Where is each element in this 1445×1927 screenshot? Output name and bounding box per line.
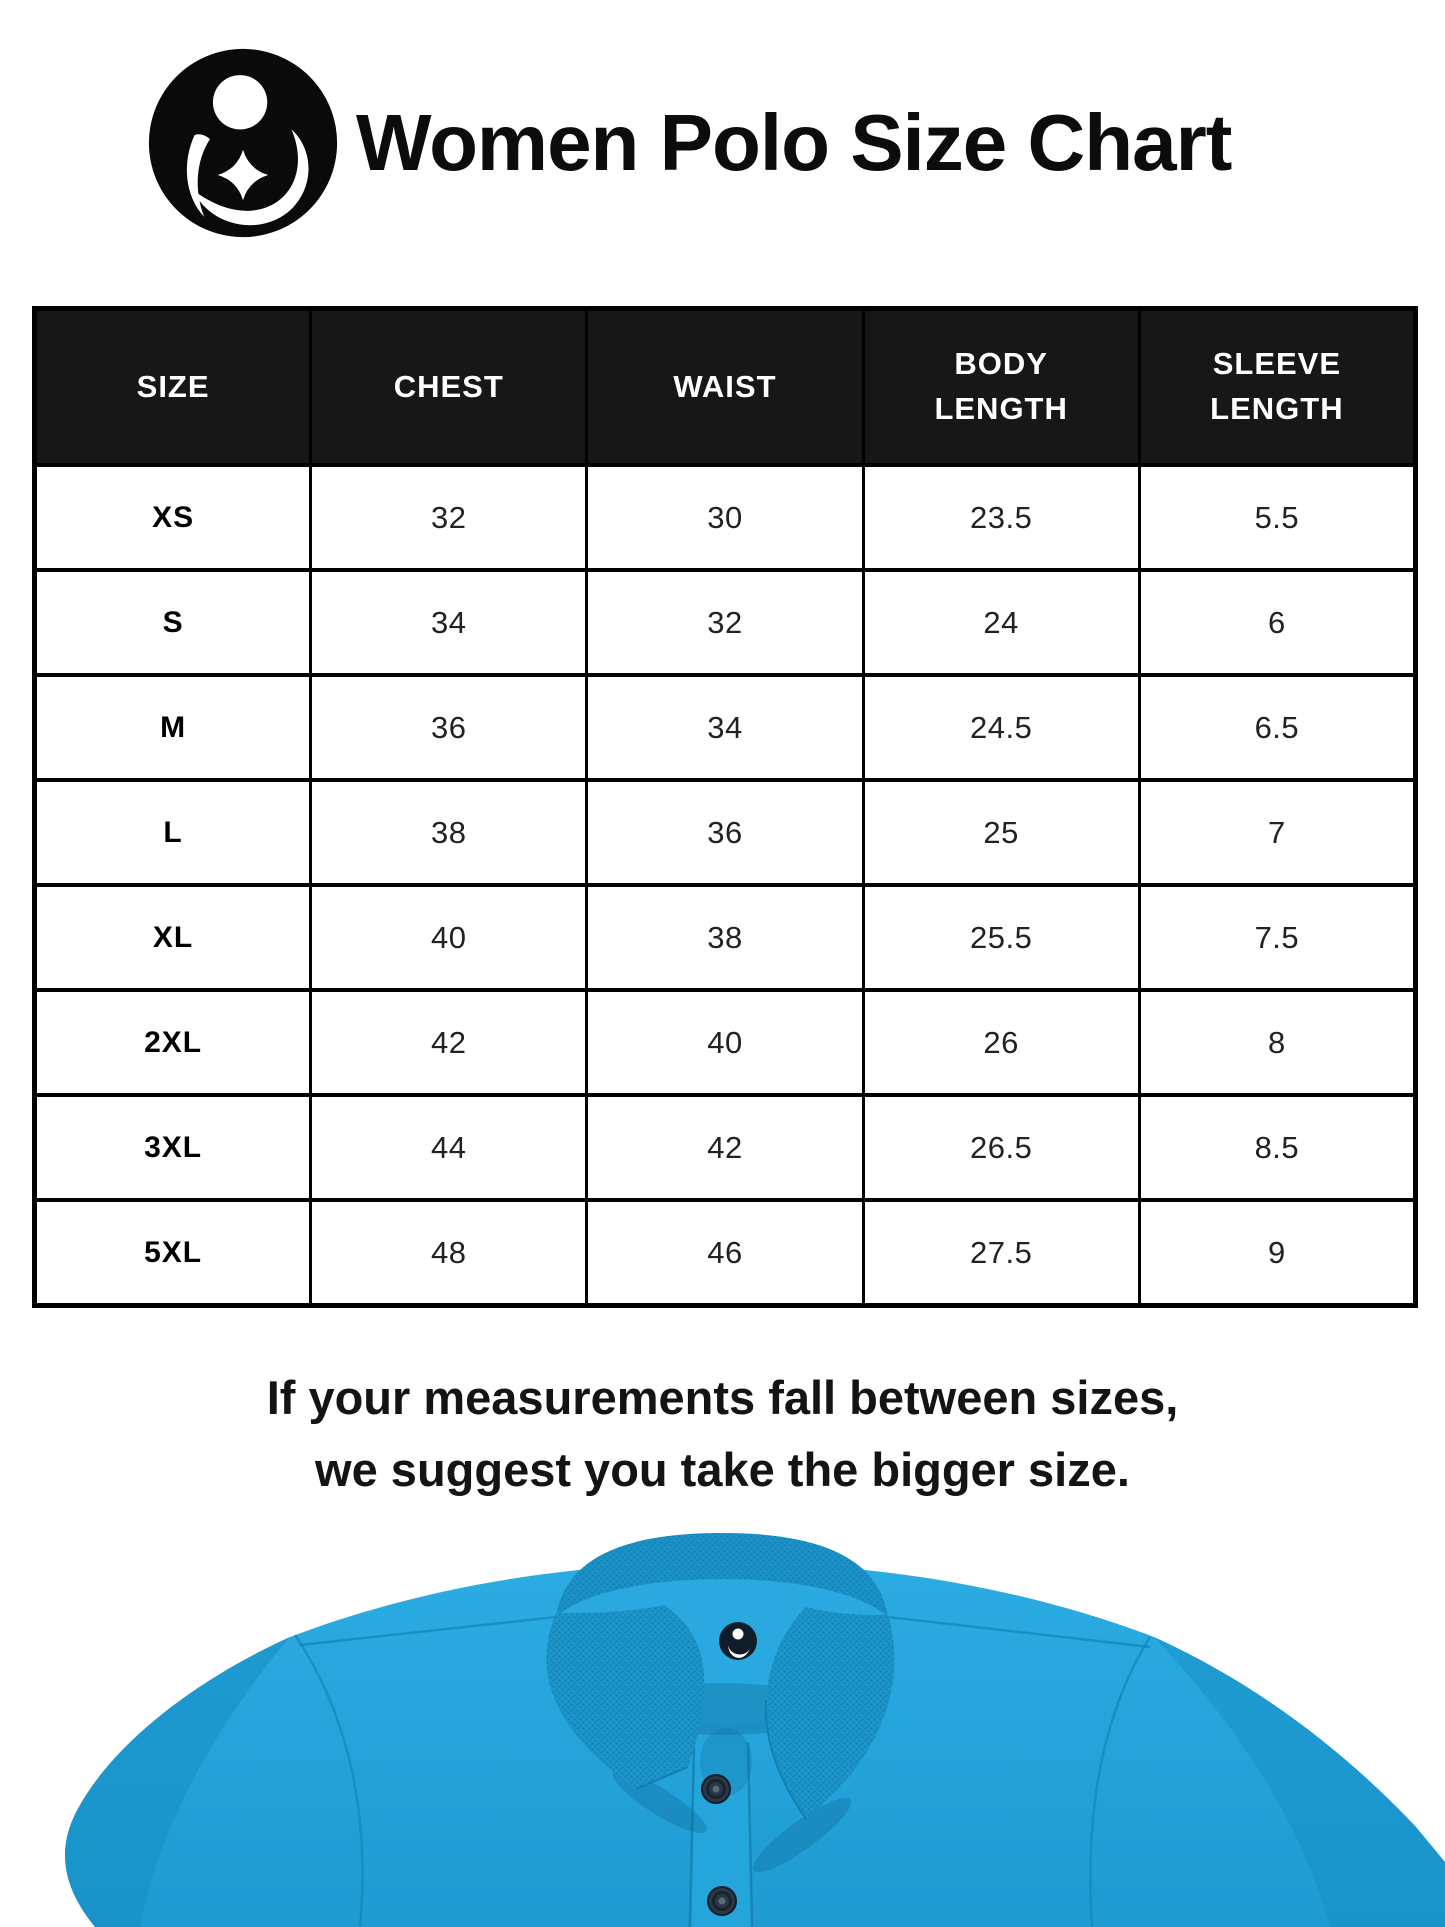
cell-waist: 40 — [585, 988, 865, 1097]
table-row: 3XL 44 42 26.5 8.5 — [32, 1093, 1418, 1202]
header: Women Polo Size Chart — [146, 46, 1232, 240]
cell-sleeve-length: 6 — [1137, 568, 1418, 677]
cell-size: S — [32, 568, 313, 677]
cell-chest: 38 — [309, 778, 589, 887]
cell-body-length: 26.5 — [861, 1093, 1141, 1202]
cell-size: 5XL — [32, 1198, 313, 1308]
table-row: M 36 34 24.5 6.5 — [32, 673, 1418, 782]
shirt-button-1 — [701, 1774, 731, 1804]
cell-size: L — [32, 778, 313, 887]
polo-shirt-image — [0, 1517, 1445, 1927]
cell-waist: 30 — [585, 463, 865, 572]
column-header-waist: WAIST — [585, 307, 865, 467]
column-header-size: SIZE — [32, 307, 313, 467]
cell-chest: 42 — [309, 988, 589, 1097]
cell-size: XS — [32, 463, 313, 572]
cell-chest: 32 — [309, 463, 589, 572]
table-row: S 34 32 24 6 — [32, 568, 1418, 677]
cell-waist: 32 — [585, 568, 865, 677]
cell-chest: 40 — [309, 883, 589, 992]
cell-sleeve-length: 6.5 — [1137, 673, 1418, 782]
cell-waist: 38 — [585, 883, 865, 992]
cell-body-length: 23.5 — [861, 463, 1141, 572]
size-chart-table: SIZE CHEST WAIST BODY LENGTH SLEEVE LENG… — [32, 306, 1418, 1308]
neck-tag-logo — [719, 1622, 757, 1660]
cell-waist: 34 — [585, 673, 865, 782]
shirt-button-2 — [707, 1886, 737, 1916]
polo-shirt-illustration — [64, 1533, 1445, 1927]
cell-size: 3XL — [32, 1093, 313, 1202]
cell-body-length: 24 — [861, 568, 1141, 677]
table-row: 2XL 42 40 26 8 — [32, 988, 1418, 1097]
table-head: SIZE CHEST WAIST BODY LENGTH SLEEVE LENG… — [32, 307, 1418, 467]
cell-sleeve-length: 5.5 — [1137, 463, 1418, 572]
cell-chest: 36 — [309, 673, 589, 782]
cell-size: XL — [32, 883, 313, 992]
column-header-body-length: BODY LENGTH — [861, 307, 1141, 467]
table-row: 5XL 48 46 27.5 9 — [32, 1198, 1418, 1308]
cell-waist: 36 — [585, 778, 865, 887]
table-row: XS 32 30 23.5 5.5 — [32, 463, 1418, 572]
cell-body-length: 26 — [861, 988, 1141, 1097]
table-row: XL 40 38 25.5 7.5 — [32, 883, 1418, 992]
cell-size: M — [32, 673, 313, 782]
table-row: L 38 36 25 7 — [32, 778, 1418, 887]
shirt-body — [64, 1562, 1445, 1927]
cell-body-length: 25 — [861, 778, 1141, 887]
sizing-note-line-2: we suggest you take the bigger size. — [315, 1443, 1130, 1496]
sizing-note: If your measurements fall between sizes,… — [0, 1362, 1445, 1506]
cell-chest: 48 — [309, 1198, 589, 1308]
size-table-body: XS 32 30 23.5 5.5 S 34 32 24 6 M 36 34 2… — [32, 463, 1418, 1308]
cell-body-length: 25.5 — [861, 883, 1141, 992]
cell-chest: 34 — [309, 568, 589, 677]
cell-body-length: 24.5 — [861, 673, 1141, 782]
cell-sleeve-length: 8 — [1137, 988, 1418, 1097]
shirt-collar — [546, 1533, 895, 1820]
cell-waist: 46 — [585, 1198, 865, 1308]
column-header-chest: CHEST — [309, 307, 589, 467]
cell-sleeve-length: 9 — [1137, 1198, 1418, 1308]
cell-waist: 42 — [585, 1093, 865, 1202]
cell-sleeve-length: 8.5 — [1137, 1093, 1418, 1202]
cell-chest: 44 — [309, 1093, 589, 1202]
cell-body-length: 27.5 — [861, 1198, 1141, 1308]
cell-sleeve-length: 7 — [1137, 778, 1418, 887]
page-title: Women Polo Size Chart — [356, 98, 1232, 187]
cell-sleeve-length: 7.5 — [1137, 883, 1418, 992]
column-header-sleeve-length: SLEEVE LENGTH — [1137, 307, 1418, 467]
table-header-row: SIZE CHEST WAIST BODY LENGTH SLEEVE LENG… — [32, 307, 1418, 467]
sizing-note-line-1: If your measurements fall between sizes, — [266, 1371, 1179, 1424]
brand-logo-icon — [148, 48, 338, 238]
cell-size: 2XL — [32, 988, 313, 1097]
